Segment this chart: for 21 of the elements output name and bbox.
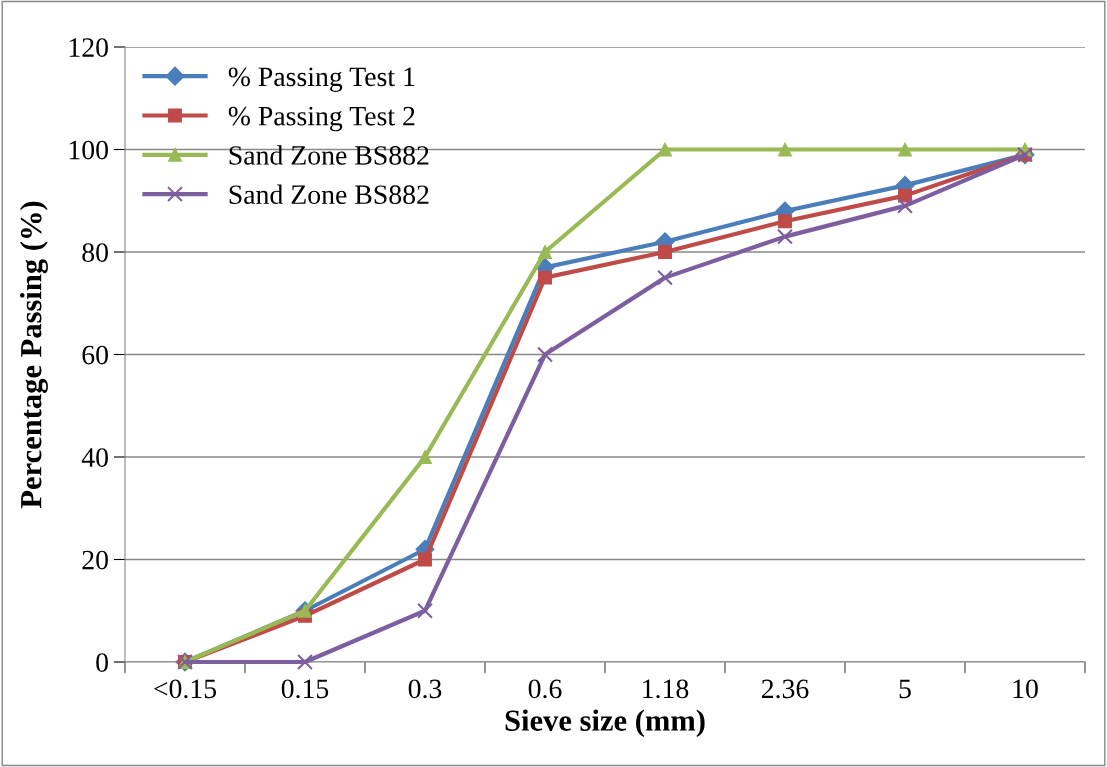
x-tick-label: 1.18 xyxy=(643,679,689,699)
legend-label: Sand Zone BS882 xyxy=(229,184,429,205)
y-tick-label: 20 xyxy=(82,550,108,570)
x-tick-label: 2.36 xyxy=(761,679,809,699)
x-tick-label: 0.3 xyxy=(408,679,442,699)
y-tick-label: 40 xyxy=(81,448,108,467)
x-axis-title: Sieve size (mm) xyxy=(505,709,705,738)
legend-label: Sand Zone BS882 xyxy=(229,145,429,165)
x-tick-label: 5 xyxy=(899,679,911,699)
legend-label: % Passing Test 1 xyxy=(228,67,415,92)
y-tick-label: 80 xyxy=(82,243,108,262)
legend-label: % Passing Test 2 xyxy=(228,106,415,132)
y-tick-label: 100 xyxy=(69,140,108,160)
x-tick-label: 0.6 xyxy=(528,679,562,699)
y-tick-label: 120 xyxy=(69,38,108,57)
y-axis-title: Percentage Passing (%) xyxy=(19,201,48,509)
x-tick-label: 0.15 xyxy=(281,679,329,699)
y-tick-label: 60 xyxy=(82,345,108,365)
x-tick-label: <0.15 xyxy=(154,679,217,699)
y-tick-label: 0 xyxy=(96,653,108,672)
x-tick-label: 10 xyxy=(1013,679,1038,699)
